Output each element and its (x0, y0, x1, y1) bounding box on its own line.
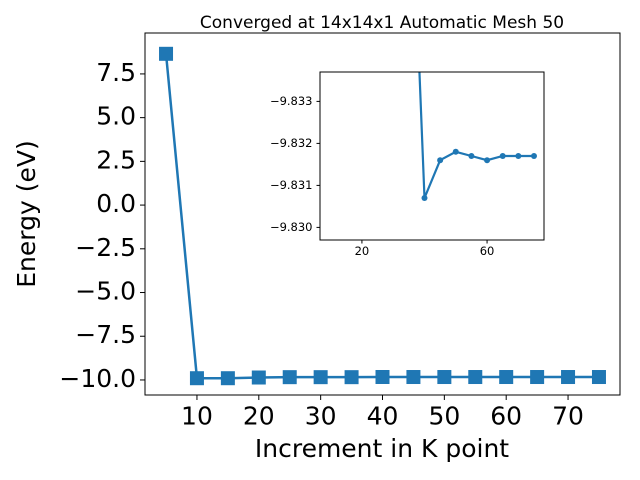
x-tick-label: 20 (243, 402, 275, 431)
data-point (189, 371, 204, 386)
plot-clip (159, 46, 606, 386)
x-tick-label: 60 (490, 402, 522, 431)
x-tick-label: 40 (367, 402, 399, 431)
axes-frame (319, 71, 545, 241)
x-tick-label: 50 (428, 402, 460, 431)
x-tick-label: 20 (355, 244, 370, 258)
data-point (406, 370, 421, 385)
data-point (530, 153, 537, 159)
y-tick-label: −9.830 (270, 220, 313, 234)
data-point (499, 153, 506, 159)
y-tick-label: −7.5 (75, 320, 136, 349)
x-tick-label: 60 (480, 244, 495, 258)
x-axis-label: Increment in K point (255, 434, 509, 463)
y-tick-label: −9.833 (270, 94, 313, 108)
data-point (561, 370, 576, 385)
data-point (468, 370, 483, 385)
x-tick-label: 70 (552, 402, 584, 431)
y-tick-label: 5.0 (96, 102, 136, 131)
data-point (530, 370, 545, 385)
y-axis-label: Energy (eV) (12, 140, 41, 287)
data-point (421, 195, 428, 201)
data-point (344, 370, 359, 385)
y-tick-label: 2.5 (96, 145, 136, 174)
y-tick-label: −10.0 (59, 364, 136, 393)
data-point (375, 369, 390, 384)
y-tick-label: −5.0 (75, 277, 136, 306)
data-point (282, 370, 297, 385)
y-tick-label: 7.5 (96, 58, 136, 87)
data-point (220, 371, 235, 386)
data-point (499, 370, 514, 385)
plot-clip (418, 72, 537, 201)
data-point (251, 370, 266, 385)
data-point (159, 46, 174, 61)
y-tick-label: −9.831 (270, 178, 313, 192)
data-point (591, 370, 606, 385)
data-point (468, 153, 475, 159)
data-point (437, 157, 444, 164)
data-point (313, 370, 328, 385)
x-tick-label: 30 (305, 402, 337, 431)
x-tick-label: 10 (181, 402, 213, 431)
data-point (437, 370, 452, 385)
data-point (484, 157, 491, 164)
y-tick-label: −2.5 (75, 233, 136, 262)
data-point (452, 148, 459, 155)
y-tick-label: −9.832 (270, 136, 313, 150)
chart-title: Converged at 14x14x1 Automatic Mesh 50 (200, 13, 564, 33)
y-tick-label: 0.0 (96, 189, 136, 218)
data-point (515, 153, 522, 159)
